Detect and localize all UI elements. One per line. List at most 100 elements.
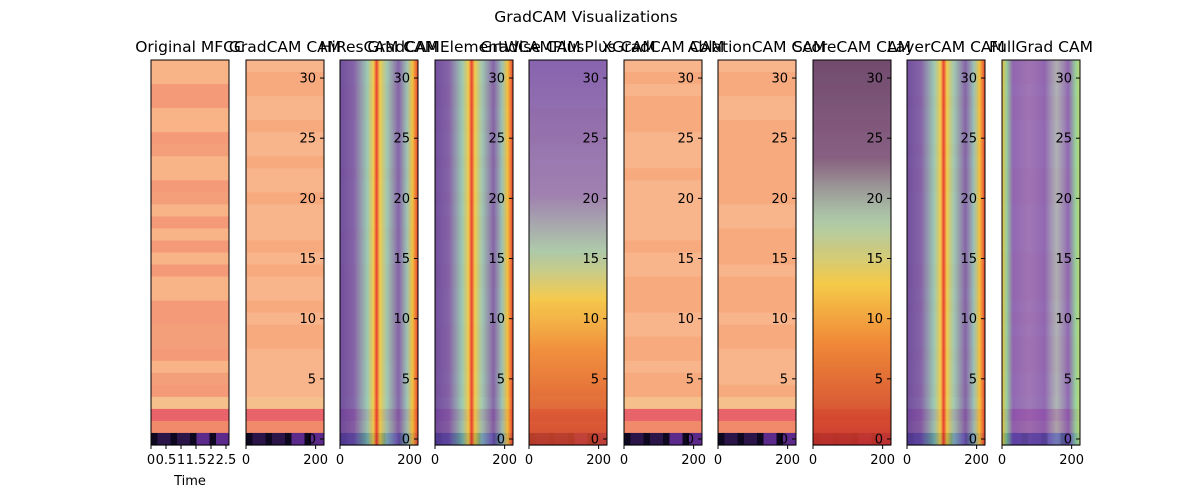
heatmap-row: [718, 288, 796, 302]
heatmap-cell: [676, 432, 683, 445]
heatmap-cell: [643, 432, 651, 445]
heatmap-row: [246, 180, 324, 193]
heatmap-row: [624, 96, 702, 109]
heatmap-row: [624, 228, 702, 242]
axes-frame: [623, 59, 703, 446]
y-tick-label: 20: [960, 192, 977, 207]
heatmap-row: [151, 384, 229, 398]
heatmap-row: [151, 324, 229, 338]
panel-title: GradCAMPlusPlus CAM: [480, 38, 655, 56]
y-tick-label: 25: [677, 132, 694, 147]
cam-overlay: [529, 60, 607, 445]
y-tick-label: 30: [866, 72, 883, 87]
axes-frame: [717, 59, 797, 446]
heatmap-row: [718, 84, 796, 97]
x-tick-label: 200: [492, 453, 517, 468]
y-tick-label: 25: [771, 132, 788, 147]
panel-0: Original MFCC 0 0.5 1 1.5 2 2.5 Time: [135, 38, 245, 489]
heatmap-row: [624, 60, 702, 73]
x-tick-label: 0: [903, 453, 911, 468]
x-tick-label: 0: [620, 453, 628, 468]
heatmap-row: [624, 348, 702, 362]
heatmap-row: [151, 96, 229, 109]
y-tick-label: 0: [969, 432, 977, 447]
heatmap-row: [246, 144, 324, 157]
x-tick-label: 0: [147, 453, 155, 468]
y-tick-label: 25: [866, 132, 883, 147]
panel-title: GradCAM CAM: [229, 38, 341, 56]
cam-overlay: [340, 60, 418, 445]
cam-overlay: [435, 60, 513, 445]
heatmap-row: [718, 108, 796, 121]
heatmap-row: [246, 60, 324, 73]
heatmap-row: [246, 264, 324, 278]
y-tick-label: 10: [866, 312, 883, 327]
y-tick-label: 10: [393, 312, 410, 327]
heatmap-cell: [209, 432, 217, 445]
heatmap-row: [624, 396, 702, 410]
y-tick-label: 10: [960, 312, 977, 327]
heatmap-cell: [637, 432, 644, 445]
x-tick-label: 0: [336, 453, 344, 468]
heatmap-row: [151, 420, 229, 434]
heatmap-row: [246, 276, 324, 290]
y-tick-label: 5: [1064, 372, 1072, 387]
heatmap-row: [246, 288, 324, 302]
heatmap-row: [151, 192, 229, 205]
heatmap-row: [624, 84, 702, 97]
heatmap-row: [246, 216, 324, 230]
heatmap-row: [246, 396, 324, 410]
heatmap-row: [151, 348, 229, 362]
heatmap-row: [718, 204, 796, 218]
heatmap-row: [246, 120, 324, 133]
heatmap-row: [246, 204, 324, 218]
y-tick-label: 25: [488, 132, 505, 147]
y-tick-label: 20: [582, 192, 599, 207]
heatmap-row: [718, 396, 796, 410]
heatmap-row: [624, 372, 702, 386]
x-tick-label: 0.5: [156, 453, 177, 468]
heatmap-row: [718, 192, 796, 205]
y-tick-label: 10: [677, 312, 694, 327]
heatmap-cell: [630, 432, 638, 445]
panel-title: GradCAMElementWise CAM: [367, 38, 580, 56]
y-tick-label: 10: [488, 312, 505, 327]
x-tick-label: 200: [870, 453, 895, 468]
heatmap-cell: [304, 432, 312, 445]
heatmap-row: [624, 180, 702, 193]
heatmap-row: [718, 264, 796, 278]
cam-overlay: [813, 60, 891, 445]
heatmap-cell: [737, 432, 745, 445]
y-tick-label: 0: [780, 432, 788, 447]
y-tick-label: 20: [299, 192, 316, 207]
heatmap-row: [718, 360, 796, 374]
x-tick-label: 200: [397, 453, 422, 468]
heatmap-row: [718, 420, 796, 434]
x-tick-label: 2: [207, 453, 215, 468]
y-tick-label: 5: [875, 372, 883, 387]
x-axis-label: Time: [173, 474, 206, 489]
x-tick-label: 200: [586, 453, 611, 468]
heatmap-row: [624, 144, 702, 157]
heatmap-row: [151, 264, 229, 278]
heatmap-cell: [151, 432, 158, 445]
y-tick-label: 5: [402, 372, 410, 387]
heatmap-row: [718, 348, 796, 362]
heatmap-row: [151, 180, 229, 193]
heatmap-row: [624, 216, 702, 230]
y-tick-label: 30: [299, 72, 316, 87]
y-tick-label: 5: [969, 372, 977, 387]
x-tick-label: 200: [303, 453, 328, 468]
y-tick-label: 15: [960, 252, 977, 267]
heatmap-cell: [222, 432, 230, 445]
heatmap-row: [624, 168, 702, 181]
heatmap-row: [246, 108, 324, 121]
heatmap-row: [718, 276, 796, 290]
heatmap-row: [151, 168, 229, 181]
heatmap-cell: [291, 432, 299, 445]
panel-title: AblationCAM CAM: [688, 38, 826, 56]
heatmap-row: [246, 336, 324, 350]
heatmap-row: [246, 240, 324, 254]
y-tick-label: 15: [393, 252, 410, 267]
